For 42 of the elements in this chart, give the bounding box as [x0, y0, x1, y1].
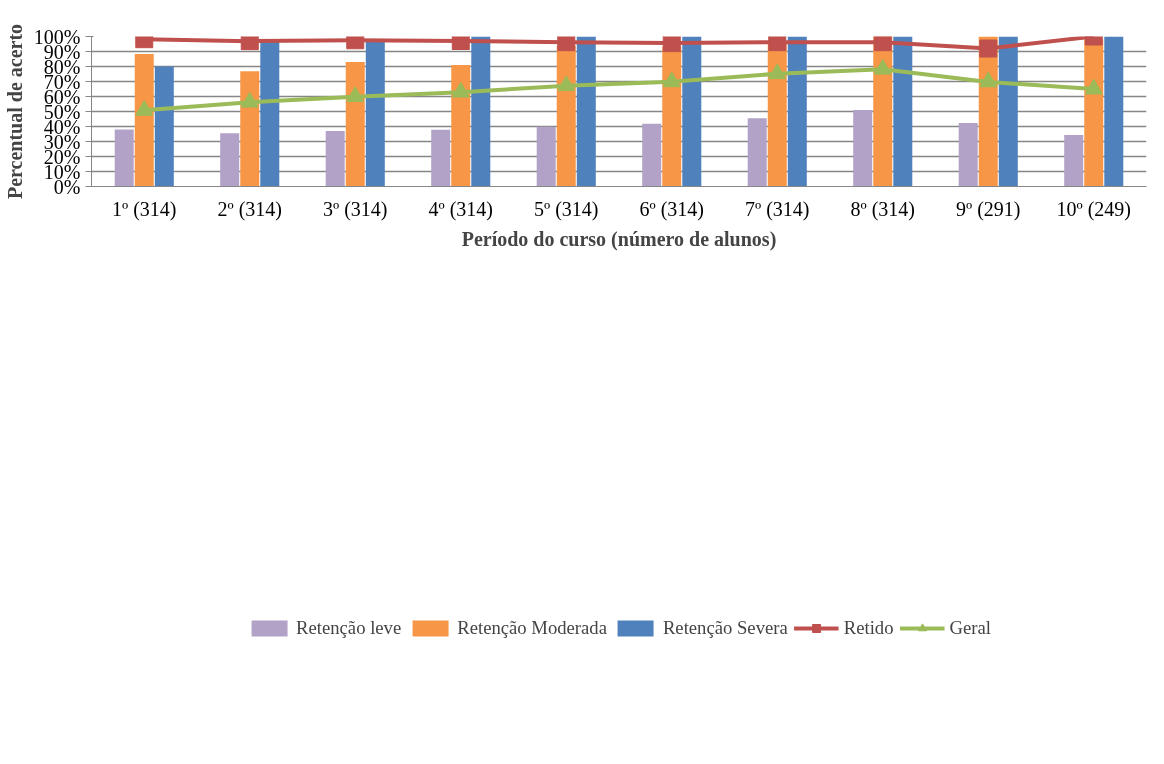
bar — [345, 62, 365, 187]
bar — [325, 131, 345, 187]
bar — [642, 123, 662, 187]
bar — [154, 66, 174, 187]
bar — [1064, 135, 1084, 187]
bar — [576, 36, 596, 187]
bar — [114, 129, 134, 187]
x-tick-label: 3º (314) — [322, 197, 388, 221]
bar — [556, 45, 576, 187]
bar — [134, 54, 154, 187]
legend-label: Retenção Severa — [662, 616, 788, 639]
x-axis-title: Período do curso (número de alunos) — [461, 227, 777, 251]
x-tick-label: 10º (249) — [1056, 197, 1132, 221]
legend-label: Retenção leve — [296, 616, 402, 639]
bar — [365, 39, 385, 187]
x-tick-label: 5º (314) — [533, 197, 599, 221]
bar — [747, 118, 767, 187]
legend-label: Retido — [843, 616, 894, 639]
bar — [1104, 36, 1124, 187]
bar — [260, 40, 280, 187]
bar — [431, 129, 451, 187]
bar — [240, 71, 260, 187]
x-tick-label: 4º (314) — [428, 197, 494, 221]
bar — [998, 36, 1018, 187]
x-tick-label: 9º (291) — [955, 197, 1021, 221]
legend-label: Retenção Moderada — [457, 616, 607, 639]
x-tick-label: 7º (314) — [744, 197, 810, 221]
x-tick-label: 2º (314) — [217, 197, 283, 221]
x-tick-label: 1º (314) — [111, 197, 177, 221]
bar — [958, 123, 978, 187]
bar — [893, 36, 913, 187]
y-axis-title: Percentual de acerto — [3, 23, 26, 200]
bar — [471, 36, 491, 187]
bar — [451, 65, 471, 187]
legend-label: Geral — [949, 616, 991, 639]
x-tick-label: 8º (314) — [850, 197, 916, 221]
bar — [682, 36, 702, 187]
x-tick-label: 6º (314) — [639, 197, 705, 221]
bar — [220, 133, 240, 187]
bar — [787, 36, 807, 187]
bar — [853, 110, 873, 187]
bar — [536, 126, 556, 187]
